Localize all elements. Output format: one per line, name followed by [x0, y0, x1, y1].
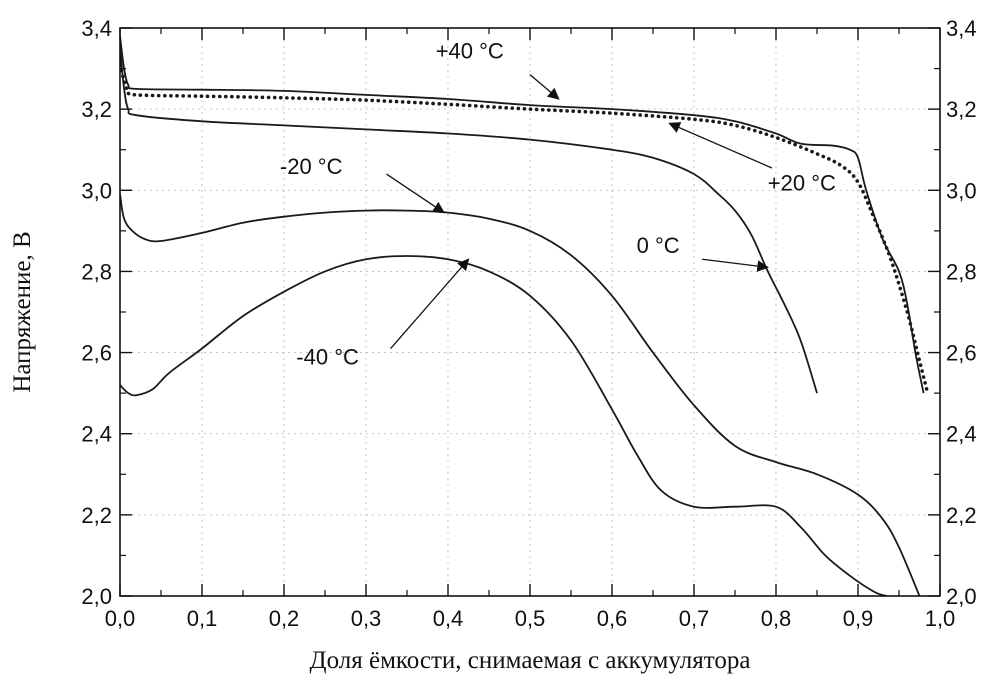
y-tick-label: 2,8 — [81, 259, 112, 284]
y-tick-label-right: 2,8 — [946, 259, 977, 284]
y-tick-label: 3,2 — [81, 97, 112, 122]
y-tick-label-right: 3,0 — [946, 178, 977, 203]
series-label: -20 °C — [280, 154, 343, 179]
annotation-arrow — [386, 173, 445, 214]
x-tick-label: 0,5 — [515, 606, 546, 631]
annotation-arrow — [390, 258, 470, 349]
y-tick-label: 2,6 — [81, 341, 112, 366]
series-label: -40 °C — [296, 345, 359, 370]
series-line-plus20C — [120, 62, 930, 395]
y-tick-label-right: 2,0 — [946, 584, 977, 609]
x-tick-label: 1,0 — [925, 606, 956, 631]
x-tick-label: 0,0 — [105, 606, 136, 631]
series-label: +20 °C — [768, 170, 836, 195]
annotations: +40 °C +20 °C 0 °C -20 °C -40 °C — [280, 38, 836, 369]
y-tick-label-right: 2,6 — [946, 341, 977, 366]
x-tick-label: 0,1 — [187, 606, 218, 631]
y-axis-title: Напряжение, В — [9, 231, 36, 392]
series-group — [120, 35, 930, 596]
x-tick-label: 0,8 — [761, 606, 792, 631]
x-tick-label: 0,9 — [843, 606, 874, 631]
x-tick-label: 0,3 — [351, 606, 382, 631]
y-tick-label: 2,0 — [81, 584, 112, 609]
annotation-arrow — [702, 258, 769, 272]
y-tick-label: 3,4 — [81, 16, 112, 41]
x-tick-label: 0,6 — [597, 606, 628, 631]
y-tick-label-right: 3,4 — [946, 16, 977, 41]
y-tick-label-right: 2,4 — [946, 422, 977, 447]
y-tick-label-right: 2,2 — [946, 503, 977, 528]
y-tick-label: 3,0 — [81, 178, 112, 203]
series-line-minus40C — [120, 255, 887, 596]
x-tick-label: 0,2 — [269, 606, 300, 631]
grid — [120, 28, 940, 596]
series-label: +40 °C — [436, 38, 504, 63]
annotation-arrow — [668, 122, 773, 169]
series-line-plus40C — [120, 35, 925, 394]
y-tick-label: 2,4 — [81, 422, 112, 447]
series-line-minus20C — [120, 194, 921, 596]
annotation-arrow — [529, 74, 560, 100]
series-label: 0 °C — [637, 233, 680, 258]
axis-ticks: 0,0 0,1 0,2 0,3 0,4 0,5 0,6 0,7 0,8 0,9 1,02,0 2,02… — [81, 16, 976, 631]
y-tick-label-right: 3,2 — [946, 97, 977, 122]
x-tick-label: 0,7 — [679, 606, 710, 631]
x-axis-title: Доля ёмкости, снимаемая с аккумулятора — [310, 647, 751, 674]
x-tick-label: 0,4 — [433, 606, 464, 631]
y-tick-label: 2,2 — [81, 503, 112, 528]
